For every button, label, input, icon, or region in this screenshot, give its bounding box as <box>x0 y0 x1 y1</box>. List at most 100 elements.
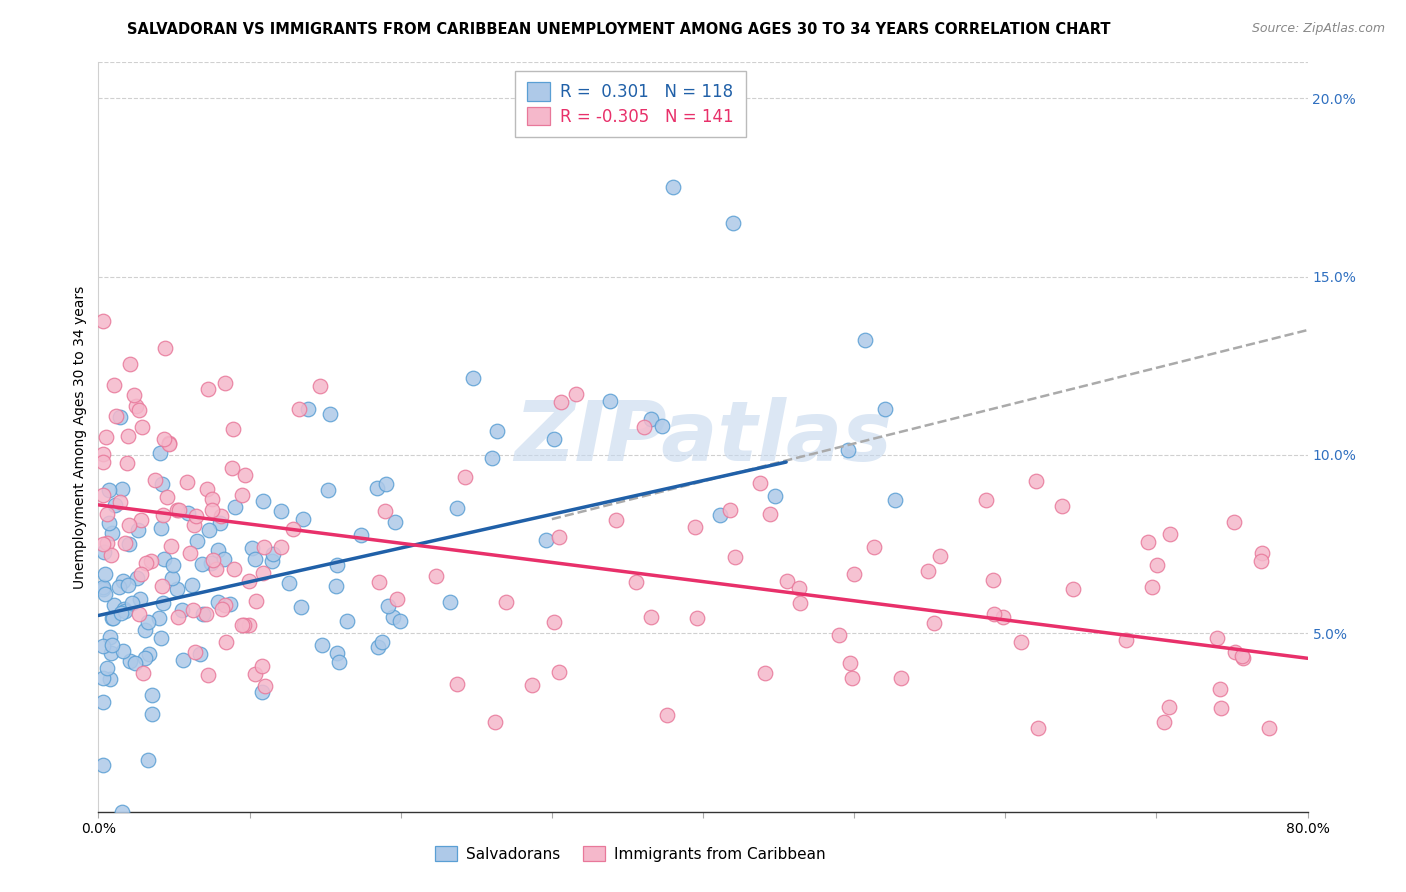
Point <box>709 508 731 522</box>
Point <box>640 610 662 624</box>
Point <box>368 574 391 589</box>
Point <box>599 394 621 409</box>
Text: Source: ZipAtlas.com: Source: ZipAtlas.com <box>1251 22 1385 36</box>
Point <box>209 509 232 524</box>
Point <box>350 528 373 542</box>
Point <box>91 536 114 550</box>
Point <box>197 382 219 396</box>
Point <box>134 651 156 665</box>
Point <box>111 805 134 819</box>
Point <box>131 420 153 434</box>
Point <box>262 547 284 561</box>
Point <box>1115 633 1137 648</box>
Point <box>128 607 150 622</box>
Point <box>543 615 565 629</box>
Point <box>208 516 231 530</box>
Point <box>974 493 997 508</box>
Point <box>136 753 159 767</box>
Point <box>195 607 218 622</box>
Point <box>96 661 118 675</box>
Point <box>141 706 163 721</box>
Point <box>166 503 188 517</box>
Point <box>1205 632 1227 646</box>
Point <box>375 477 398 491</box>
Point <box>143 473 166 487</box>
Point <box>371 635 394 649</box>
Point <box>543 432 565 446</box>
Point <box>297 401 319 416</box>
Point <box>91 314 114 328</box>
Point <box>91 758 114 772</box>
Point <box>103 598 125 612</box>
Point <box>890 671 912 685</box>
Point <box>389 614 412 628</box>
Point <box>252 566 274 580</box>
Point <box>1223 645 1246 659</box>
Point <box>883 492 905 507</box>
Point <box>207 595 229 609</box>
Point <box>1146 558 1168 573</box>
Point <box>91 580 114 594</box>
Point <box>1142 580 1164 594</box>
Point <box>243 552 266 566</box>
Point <box>233 467 256 482</box>
Point <box>1137 534 1160 549</box>
Point <box>495 595 517 609</box>
Point <box>841 671 863 685</box>
Point <box>118 517 141 532</box>
Point <box>139 554 162 568</box>
Point <box>91 447 114 461</box>
Point <box>787 582 810 596</box>
Point <box>254 679 277 693</box>
Point <box>150 477 173 491</box>
Point <box>108 410 131 425</box>
Point <box>270 540 292 554</box>
Point <box>111 482 134 496</box>
Point <box>214 598 236 612</box>
Point <box>463 371 485 385</box>
Point <box>328 655 350 669</box>
Point <box>124 656 146 670</box>
Point <box>148 611 170 625</box>
Point <box>548 665 571 679</box>
Point <box>107 581 129 595</box>
Point <box>633 420 655 434</box>
Point <box>169 503 191 517</box>
Point <box>188 648 211 662</box>
Point <box>270 504 292 518</box>
Point <box>134 624 156 638</box>
Point <box>454 470 477 484</box>
Point <box>685 611 707 625</box>
Point <box>439 595 461 609</box>
Legend: Salvadorans, Immigrants from Caribbean: Salvadorans, Immigrants from Caribbean <box>429 839 831 868</box>
Point <box>292 512 315 526</box>
Point <box>245 666 267 681</box>
Point <box>661 180 683 194</box>
Point <box>290 600 312 615</box>
Point <box>125 399 148 413</box>
Point <box>93 587 115 601</box>
Point <box>1232 650 1254 665</box>
Point <box>374 504 396 518</box>
Point <box>763 489 786 503</box>
Point <box>200 556 222 570</box>
Point <box>981 574 1004 588</box>
Point <box>121 596 143 610</box>
Point <box>166 582 188 597</box>
Point <box>232 618 254 632</box>
Point <box>191 557 214 571</box>
Point <box>94 430 117 444</box>
Point <box>181 603 204 617</box>
Point <box>222 423 245 437</box>
Point <box>1251 546 1274 560</box>
Point <box>91 695 114 709</box>
Point <box>640 412 662 426</box>
Point <box>425 569 447 583</box>
Point <box>928 549 950 564</box>
Point <box>207 543 229 558</box>
Point <box>1153 714 1175 729</box>
Point <box>863 541 886 555</box>
Point <box>157 435 180 450</box>
Point <box>446 500 468 515</box>
Point <box>122 388 145 402</box>
